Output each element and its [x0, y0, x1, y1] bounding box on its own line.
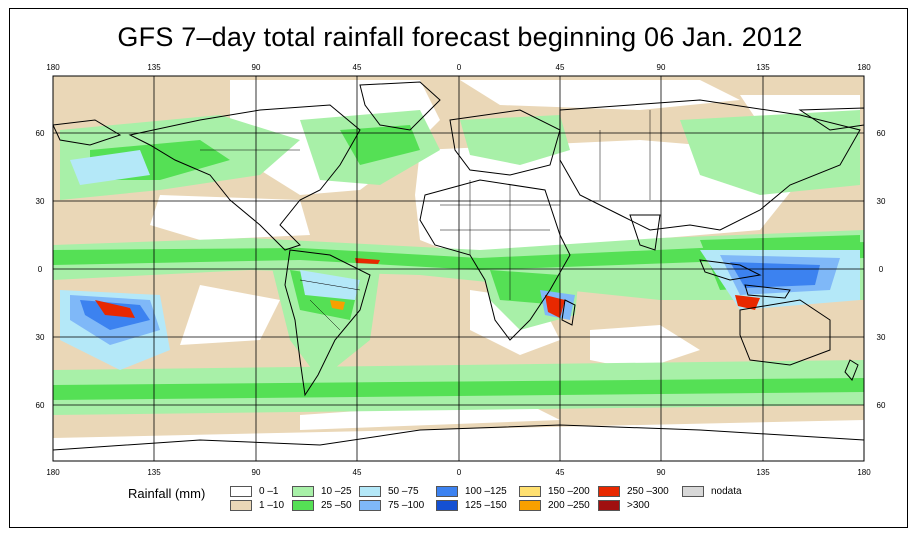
- legend-label: 75 –100: [388, 500, 425, 511]
- legend-label: 250 –300: [627, 486, 669, 497]
- lat-label: 0: [879, 265, 884, 274]
- lon-label: 135: [147, 468, 161, 477]
- lon-label: 45: [353, 468, 362, 477]
- legend-label: 10 –25: [321, 486, 352, 497]
- lat-ticks-left: 60 30 0 30 60: [36, 129, 45, 410]
- map-border: [52, 75, 865, 462]
- legend-swatch: [519, 486, 541, 497]
- coastlines: [53, 81, 864, 451]
- lon-label: 180: [857, 63, 871, 72]
- lon-label: 45: [353, 63, 362, 72]
- legend-swatch: [359, 486, 381, 497]
- figure-frame: [9, 8, 908, 528]
- lat-label: 0: [38, 265, 43, 274]
- lat-ticks-right: 60 30 0 30 60: [877, 129, 886, 410]
- lat-label: 60: [877, 401, 886, 410]
- lon-label: 180: [857, 468, 871, 477]
- lat-label: 30: [36, 333, 45, 342]
- lon-label: 135: [756, 63, 770, 72]
- lat-label: 60: [877, 129, 886, 138]
- lat-label: 30: [36, 197, 45, 206]
- legend-swatch: [682, 486, 704, 497]
- lat-label: 30: [877, 333, 886, 342]
- map-title: GFS 7–day total rainfall forecast beginn…: [117, 22, 803, 52]
- legend-label: 125 –150: [465, 500, 507, 511]
- legend-swatch: [230, 500, 252, 511]
- legend-swatch: [230, 486, 252, 497]
- lon-label: 90: [657, 468, 666, 477]
- legend-swatch: [436, 486, 458, 497]
- legend-swatch: [292, 486, 314, 497]
- legend-swatch: [359, 500, 381, 511]
- grid-lines: [53, 76, 864, 461]
- lon-label: 135: [147, 63, 161, 72]
- lon-label: 45: [556, 63, 565, 72]
- legend-title: Rainfall (mm): [128, 486, 206, 501]
- legend-label: >300: [627, 500, 650, 511]
- lat-label: 60: [36, 401, 45, 410]
- country-borders: [200, 110, 651, 331]
- legend-label: 1 –10: [259, 500, 285, 511]
- lat-label: 30: [877, 197, 886, 206]
- legend-label: 200 –250: [548, 500, 590, 511]
- lon-label: 45: [556, 468, 565, 477]
- legend-label: 150 –200: [548, 486, 590, 497]
- legend-label: nodata: [711, 486, 742, 497]
- lon-label: 0: [457, 468, 462, 477]
- lon-label: 90: [252, 63, 261, 72]
- legend-label: 0 –1: [259, 486, 279, 497]
- lon-label: 90: [657, 63, 666, 72]
- lon-label: 180: [46, 468, 60, 477]
- legend-swatch: [519, 500, 541, 511]
- lon-ticks-top: 180 135 90 45 0 45 90 135 180: [46, 63, 871, 72]
- legend-swatch: [598, 500, 620, 511]
- lon-label: 135: [756, 468, 770, 477]
- lon-ticks-bottom: 180 135 90 45 0 45 90 135 180: [46, 468, 871, 477]
- legend-swatch: [436, 500, 458, 511]
- legend-label: 25 –50: [321, 500, 352, 511]
- legend-label: 100 –125: [465, 486, 507, 497]
- lon-label: 180: [46, 63, 60, 72]
- lon-label: 90: [252, 468, 261, 477]
- lon-label: 0: [457, 63, 462, 72]
- legend-swatch: [598, 486, 620, 497]
- legend-label: 50 –75: [388, 486, 419, 497]
- legend-swatch: [292, 500, 314, 511]
- lat-label: 60: [36, 129, 45, 138]
